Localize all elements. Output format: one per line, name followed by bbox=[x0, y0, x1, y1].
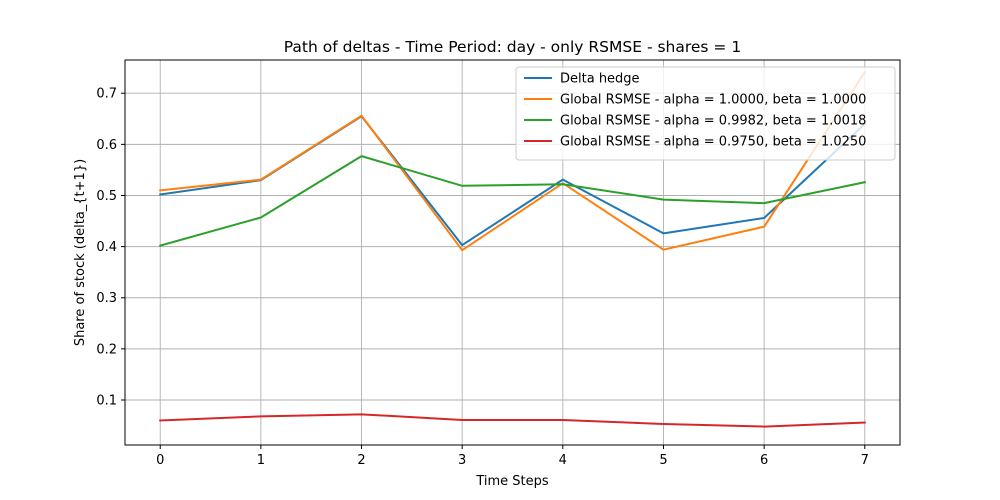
x-axis-ticks: 0 1 2 3 4 5 6 7 bbox=[156, 445, 869, 468]
y-axis-ticks: 0.1 0.2 0.3 0.4 0.5 0.6 0.7 bbox=[96, 87, 125, 409]
y-tick-label: 0.2 bbox=[96, 342, 117, 357]
y-tick-label: 0.3 bbox=[96, 291, 117, 306]
x-tick-label: 4 bbox=[559, 453, 567, 468]
x-axis-label: Time Steps bbox=[475, 474, 549, 489]
series-lines bbox=[158, 70, 867, 428]
legend-label-3: Global RSMSE - alpha = 0.9750, beta = 1.… bbox=[560, 135, 866, 150]
legend-label-0: Delta hedge bbox=[560, 72, 640, 87]
y-tick-label: 0.4 bbox=[96, 240, 117, 255]
legend: Delta hedge Global RSMSE - alpha = 1.0000… bbox=[515, 66, 896, 161]
plot-frame bbox=[124, 59, 901, 446]
x-tick-label: 0 bbox=[156, 453, 164, 468]
series-line-1 bbox=[159, 70, 867, 252]
legend-label-2: Global RSMSE - alpha = 0.9982, beta = 1.… bbox=[560, 114, 866, 129]
y-tick-label: 0.7 bbox=[96, 87, 117, 102]
y-axis-label: Share of stock (delta_{t+1}) bbox=[73, 159, 88, 346]
legend-box bbox=[515, 66, 896, 161]
x-tick-label: 6 bbox=[760, 453, 768, 468]
chart-title: Path of deltas - Time Period: day - only… bbox=[284, 38, 741, 56]
x-tick-label: 5 bbox=[659, 453, 667, 468]
legend-label-1: Global RSMSE - alpha = 1.0000, beta = 1.… bbox=[560, 93, 866, 108]
series-line-3 bbox=[159, 413, 866, 428]
x-tick-label: 1 bbox=[257, 453, 265, 468]
x-tick-label: 7 bbox=[861, 453, 869, 468]
y-tick-label: 0.6 bbox=[96, 138, 117, 153]
y-tick-label: 0.5 bbox=[96, 189, 117, 204]
y-tick-label: 0.1 bbox=[96, 394, 117, 409]
x-tick-label: 2 bbox=[357, 453, 365, 468]
series-line-2 bbox=[158, 155, 866, 247]
x-tick-label: 3 bbox=[458, 453, 466, 468]
